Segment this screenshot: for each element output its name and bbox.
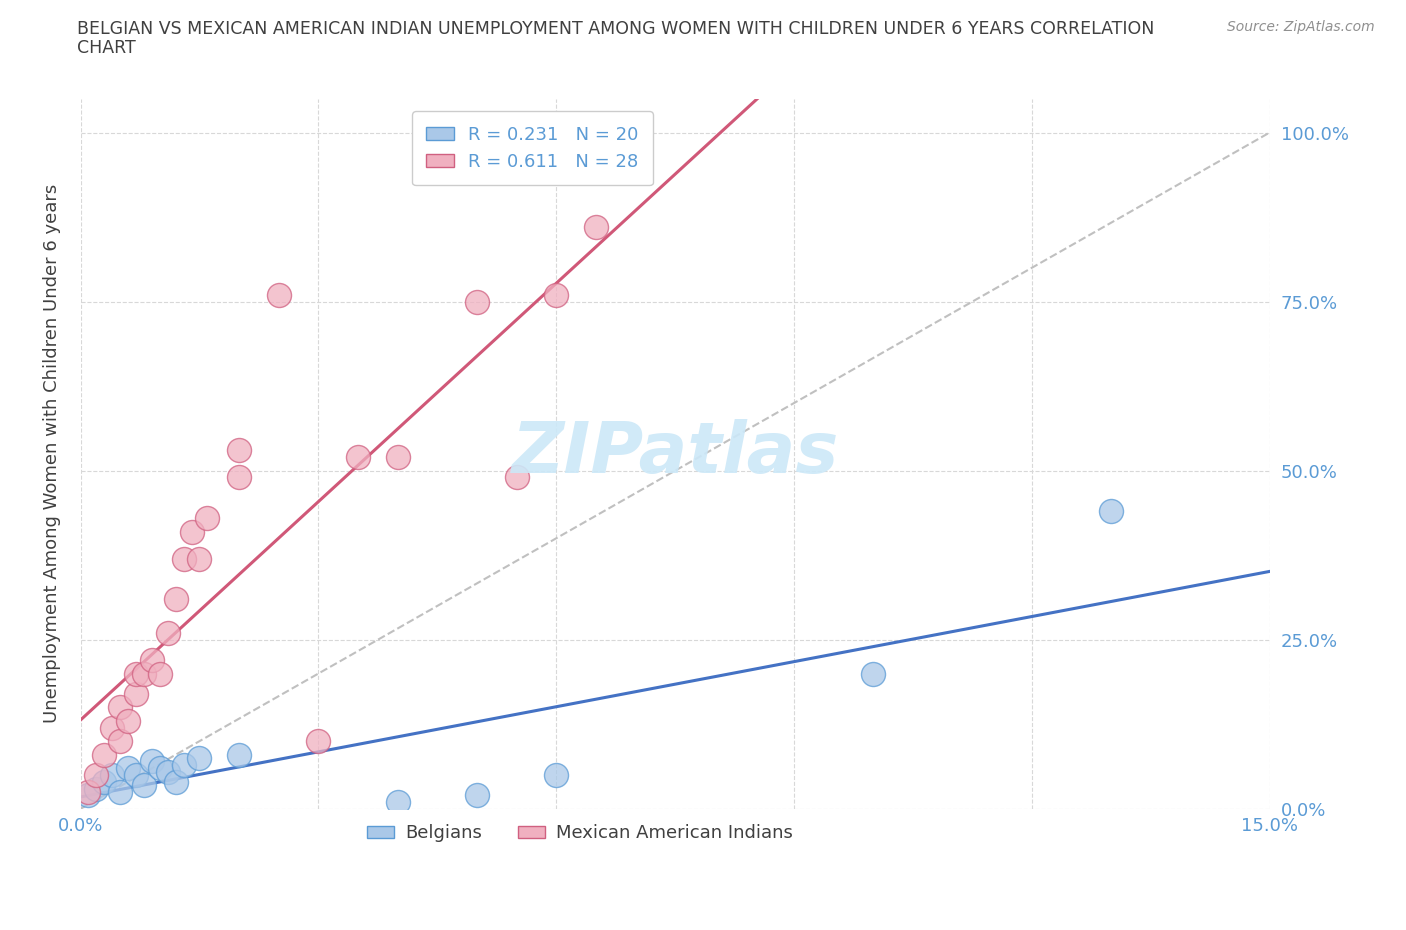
Point	[132, 666, 155, 681]
Point	[465, 788, 488, 803]
Point	[77, 788, 100, 803]
Point	[101, 720, 124, 735]
Point	[387, 794, 409, 809]
Point	[141, 653, 163, 668]
Point	[86, 781, 108, 796]
Point	[101, 767, 124, 782]
Point	[173, 551, 195, 566]
Text: Source: ZipAtlas.com: Source: ZipAtlas.com	[1227, 20, 1375, 34]
Point	[125, 767, 148, 782]
Point	[173, 757, 195, 772]
Point	[180, 525, 202, 539]
Point	[347, 450, 370, 465]
Point	[156, 626, 179, 641]
Point	[585, 219, 607, 234]
Point	[228, 470, 250, 485]
Point	[149, 761, 172, 776]
Point	[505, 470, 527, 485]
Point	[307, 734, 329, 749]
Legend: Belgians, Mexican American Indians: Belgians, Mexican American Indians	[360, 817, 800, 849]
Point	[228, 748, 250, 763]
Point	[188, 551, 211, 566]
Point	[546, 767, 568, 782]
Point	[149, 666, 172, 681]
Point	[188, 751, 211, 765]
Point	[132, 777, 155, 792]
Point	[86, 767, 108, 782]
Point	[108, 734, 131, 749]
Point	[1099, 504, 1122, 519]
Point	[267, 287, 290, 302]
Point	[141, 754, 163, 769]
Point	[228, 443, 250, 458]
Point	[108, 784, 131, 799]
Point	[862, 666, 884, 681]
Point	[93, 748, 115, 763]
Point	[165, 591, 187, 606]
Point	[125, 666, 148, 681]
Text: ZIPatlas: ZIPatlas	[512, 419, 839, 488]
Point	[108, 700, 131, 715]
Point	[197, 511, 219, 525]
Point	[117, 713, 139, 728]
Point	[77, 784, 100, 799]
Y-axis label: Unemployment Among Women with Children Under 6 years: Unemployment Among Women with Children U…	[44, 184, 60, 724]
Point	[165, 775, 187, 790]
Point	[125, 686, 148, 701]
Text: BELGIAN VS MEXICAN AMERICAN INDIAN UNEMPLOYMENT AMONG WOMEN WITH CHILDREN UNDER : BELGIAN VS MEXICAN AMERICAN INDIAN UNEMP…	[77, 20, 1154, 38]
Point	[387, 450, 409, 465]
Point	[117, 761, 139, 776]
Point	[465, 294, 488, 309]
Text: CHART: CHART	[77, 39, 136, 57]
Point	[546, 287, 568, 302]
Point	[93, 775, 115, 790]
Point	[156, 764, 179, 779]
